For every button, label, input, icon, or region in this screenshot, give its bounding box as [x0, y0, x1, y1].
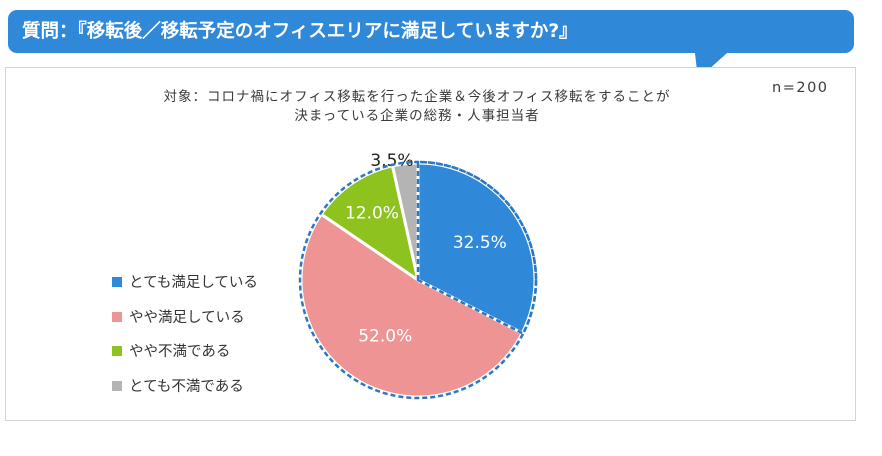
slice-dashed-outline — [416, 160, 538, 336]
legend-label-2: やや満足している — [129, 309, 245, 326]
legend-swatch-1 — [112, 277, 122, 287]
legend-label-1: とても満足している — [129, 275, 258, 291]
data-label-3: 12.0% — [345, 203, 399, 223]
data-label-2: 52.0% — [358, 326, 412, 346]
legend-swatch-3 — [112, 346, 122, 356]
legend-swatch-2 — [112, 311, 122, 322]
question-banner: 質問：『移転後／移転予定のオフィスエリアに満足していますか?』 — [8, 10, 854, 53]
sample-size-label: n=200 — [772, 80, 829, 96]
legend-label-3: やや不満である — [129, 344, 231, 360]
pie-dashed-outline — [298, 160, 538, 400]
data-label-1: 32.5% — [453, 233, 507, 253]
legend-swatch-4 — [112, 380, 122, 391]
data-label-4: 3.5% — [370, 151, 413, 171]
chart-subtitle: 対象：コロナ禍にオフィス移転を行った企業＆今後オフィス移転をすることが 決まって… — [0, 88, 834, 126]
legend-label-4: とても不満である — [129, 378, 244, 395]
question-title: 質問：『移転後／移転予定のオフィスエリアに満足していますか?』 — [22, 21, 578, 42]
subtitle-line-1: 対象：コロナ禍にオフィス移転を行った企業＆今後オフィス移転をすることが — [163, 89, 671, 105]
subtitle-line-2: 決まっている企業の総務・人事担当者 — [294, 108, 540, 124]
